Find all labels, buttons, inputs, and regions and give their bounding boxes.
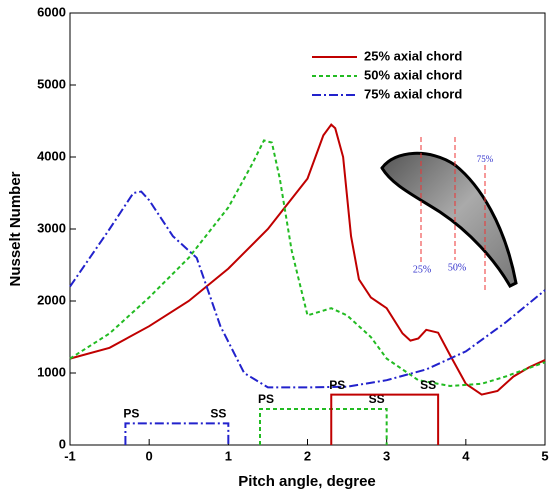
x-tick-label: 3 — [383, 448, 390, 463]
region-outline — [259, 408, 388, 445]
x-axis-label: Pitch angle, degree — [238, 473, 376, 489]
region-outline — [330, 393, 440, 445]
region-label: PS — [329, 378, 345, 392]
x-tick-label: 1 — [225, 448, 232, 463]
legend-label: 50% axial chord — [364, 67, 462, 82]
legend-label: 25% axial chord — [364, 48, 462, 63]
y-axis-label: Nusselt Number — [7, 171, 24, 286]
series-line — [69, 123, 546, 396]
x-tick-label: -1 — [64, 448, 76, 463]
region-label: SS — [210, 407, 226, 421]
y-tick-label: 2000 — [37, 292, 66, 307]
x-tick-label: 5 — [541, 448, 548, 463]
legend-label: 75% axial chord — [364, 86, 462, 101]
y-tick-label: 4000 — [37, 148, 66, 163]
y-tick-label: 1000 — [37, 364, 66, 379]
region-label: PS — [258, 392, 274, 406]
inset-label: 25% — [413, 264, 431, 275]
inset-label: 75% — [477, 154, 494, 164]
y-tick-label: 3000 — [37, 220, 66, 235]
region-label: SS — [420, 378, 436, 392]
x-tick-label: 2 — [304, 448, 311, 463]
region-label: PS — [123, 407, 139, 421]
series-line — [69, 190, 546, 389]
region-label: SS — [369, 392, 385, 406]
y-tick-label: 0 — [59, 436, 66, 451]
inset-label: 50% — [448, 262, 466, 273]
y-tick-label: 6000 — [37, 4, 66, 19]
x-tick-label: 4 — [462, 448, 470, 463]
x-tick-label: 0 — [146, 448, 153, 463]
inset-blade — [380, 137, 518, 290]
y-tick-label: 5000 — [37, 76, 66, 91]
series-line — [69, 139, 546, 387]
region-outline — [124, 422, 230, 445]
